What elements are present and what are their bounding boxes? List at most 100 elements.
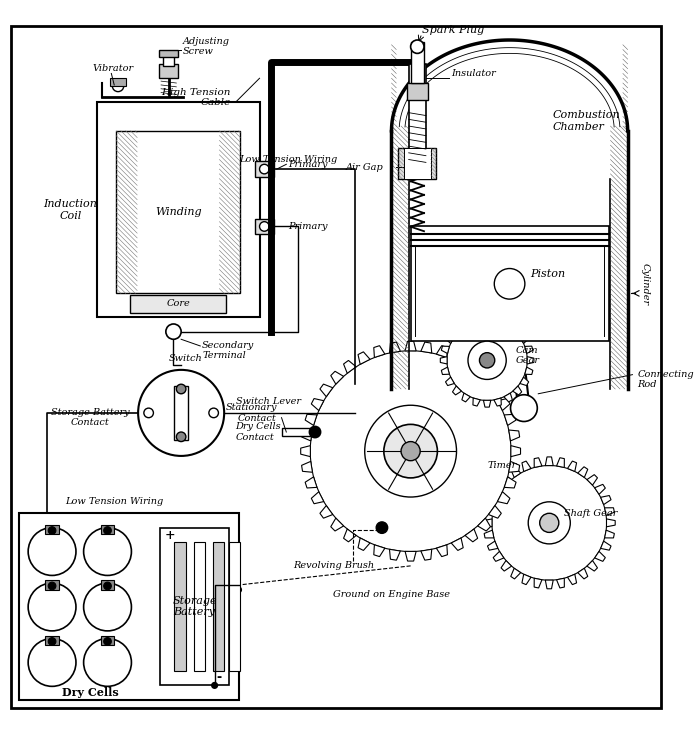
Bar (111, 79, 126, 86)
Bar (398, 148, 436, 178)
Polygon shape (477, 371, 491, 384)
Polygon shape (504, 393, 512, 402)
Polygon shape (331, 371, 344, 384)
Bar (255, 161, 274, 177)
Bar (101, 636, 114, 645)
Text: Secondary
Terminal: Secondary Terminal (202, 341, 254, 360)
Polygon shape (578, 467, 588, 477)
Text: Core: Core (167, 299, 190, 308)
Polygon shape (305, 414, 317, 426)
Text: Piston: Piston (531, 269, 566, 279)
Bar (46, 580, 59, 590)
Polygon shape (445, 377, 454, 385)
Text: -: - (217, 672, 222, 684)
Circle shape (28, 528, 76, 575)
Circle shape (83, 583, 132, 631)
Bar (101, 580, 114, 590)
Polygon shape (452, 326, 461, 335)
Polygon shape (498, 399, 510, 410)
Text: Insulator: Insulator (451, 69, 496, 78)
Polygon shape (556, 458, 564, 468)
Circle shape (480, 352, 495, 368)
Text: Cylinder: Cylinder (640, 263, 650, 305)
Polygon shape (520, 335, 528, 344)
Polygon shape (487, 541, 498, 550)
Polygon shape (436, 545, 447, 556)
Text: Combustion
Chamber: Combustion Chamber (552, 111, 620, 132)
Polygon shape (511, 446, 521, 457)
Polygon shape (320, 384, 332, 396)
Circle shape (260, 164, 269, 174)
Polygon shape (436, 346, 447, 357)
Polygon shape (391, 40, 628, 131)
Text: Revolving Brush: Revolving Brush (293, 562, 375, 570)
Text: Primary: Primary (288, 222, 328, 231)
Polygon shape (498, 492, 510, 504)
Bar (404, 148, 430, 178)
Polygon shape (494, 398, 501, 406)
Polygon shape (595, 484, 606, 494)
Polygon shape (483, 519, 492, 527)
Circle shape (48, 582, 56, 590)
Text: Stationary
Contact: Stationary Contact (225, 403, 276, 423)
Polygon shape (494, 484, 504, 494)
Bar (97, 102, 260, 317)
Polygon shape (489, 506, 501, 518)
Text: Dry Cells: Dry Cells (62, 686, 119, 697)
Circle shape (494, 269, 525, 299)
Polygon shape (312, 492, 324, 504)
Polygon shape (605, 530, 615, 538)
Text: Storage
Battery: Storage Battery (172, 596, 217, 617)
Circle shape (540, 513, 559, 532)
Circle shape (48, 527, 56, 534)
Text: Winding: Winding (155, 207, 202, 217)
Text: Switch: Switch (169, 354, 203, 363)
Polygon shape (441, 367, 449, 374)
Bar (407, 83, 428, 101)
Circle shape (104, 638, 111, 645)
Circle shape (176, 432, 186, 442)
Polygon shape (389, 549, 400, 560)
Circle shape (138, 370, 224, 456)
Polygon shape (484, 508, 494, 515)
Text: Adjusting
Screw: Adjusting Screw (183, 37, 230, 57)
Bar (163, 54, 174, 66)
Text: Air Gap: Air Gap (346, 163, 384, 172)
Polygon shape (534, 458, 542, 468)
Text: Spark Plug: Spark Plug (422, 26, 484, 35)
Bar (46, 525, 59, 534)
Polygon shape (302, 462, 312, 472)
Polygon shape (494, 551, 504, 562)
Polygon shape (525, 367, 533, 374)
Polygon shape (477, 518, 491, 531)
Circle shape (260, 222, 269, 231)
Text: Cam
Gear: Cam Gear (516, 346, 540, 366)
Circle shape (492, 465, 607, 580)
Polygon shape (578, 568, 588, 579)
Polygon shape (587, 475, 598, 485)
Polygon shape (441, 346, 449, 354)
Polygon shape (452, 538, 463, 550)
Polygon shape (606, 519, 615, 527)
Bar (255, 219, 274, 234)
Circle shape (48, 638, 56, 645)
Polygon shape (374, 346, 385, 357)
Bar (411, 227, 608, 341)
Polygon shape (344, 529, 356, 542)
Polygon shape (358, 538, 370, 550)
Text: Low Tension Wiring: Low Tension Wiring (239, 155, 337, 164)
Polygon shape (511, 467, 521, 477)
Text: Primary: Primary (288, 160, 328, 169)
Circle shape (28, 639, 76, 686)
Polygon shape (484, 530, 494, 538)
Polygon shape (522, 461, 531, 471)
Circle shape (104, 582, 111, 590)
Polygon shape (527, 357, 534, 364)
Polygon shape (601, 541, 611, 550)
Polygon shape (358, 352, 370, 364)
Text: Switch Lever: Switch Lever (236, 397, 300, 406)
Circle shape (528, 502, 570, 544)
Circle shape (166, 324, 181, 339)
Circle shape (28, 583, 76, 631)
Polygon shape (445, 335, 454, 344)
